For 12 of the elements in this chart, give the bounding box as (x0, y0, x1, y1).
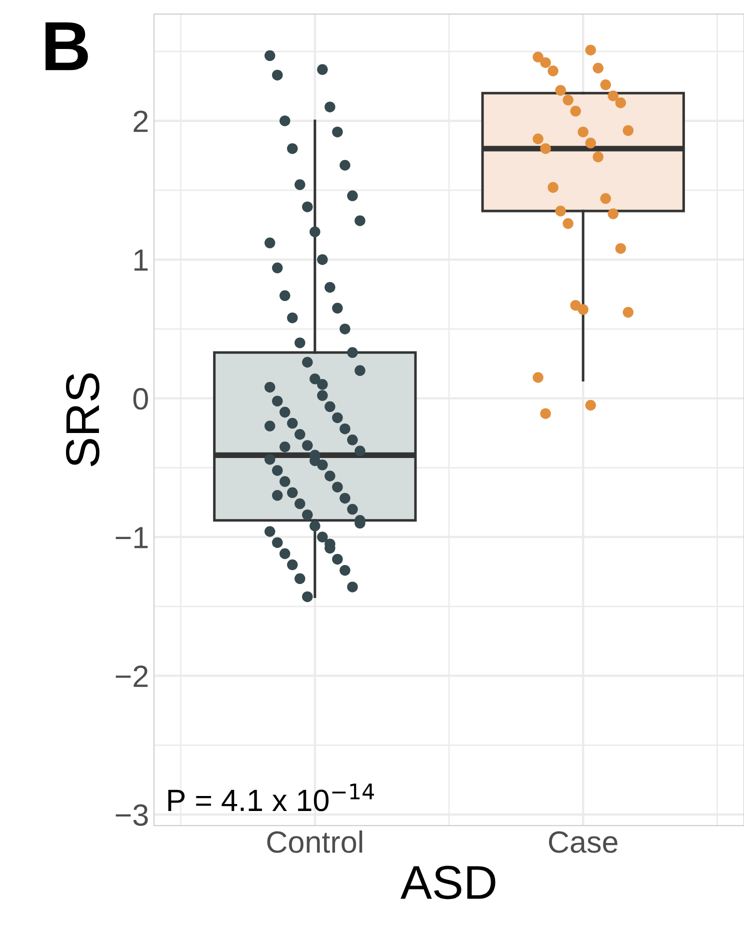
y-axis-title: SRS (66, 373, 100, 466)
y-tick-label: −2 (116, 666, 148, 687)
x-axis-title: ASD (400, 866, 496, 900)
y-tick-label: −3 (116, 804, 148, 826)
text: B (46, 22, 88, 70)
x-tick-label: Control (267, 830, 362, 853)
x-tick-label: Case (548, 831, 618, 853)
y-tick-label: 1 (134, 250, 148, 271)
y-tick-label: 2 (134, 110, 148, 132)
annotation: P = 4.1 x 10$^{−14}$ (168, 784, 374, 812)
y-tick-label: −1 (116, 527, 148, 548)
y-tick-label: 0 (133, 388, 148, 410)
